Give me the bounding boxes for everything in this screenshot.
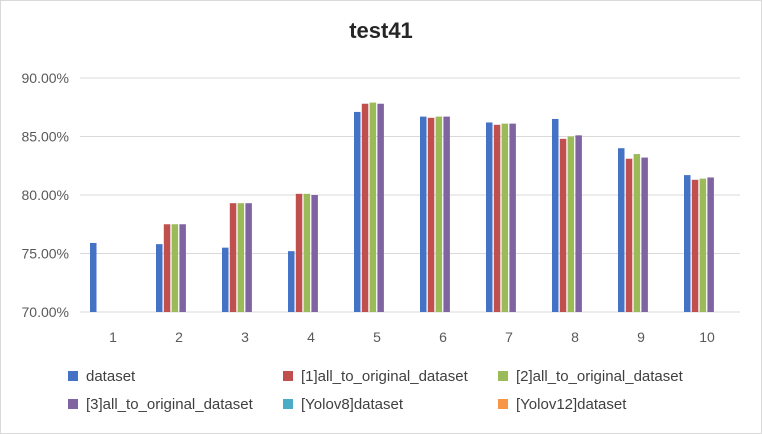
- bar-2-cat-5: [361, 103, 369, 313]
- bar-3-cat-3: [237, 203, 245, 312]
- bar-2-cat-4: [295, 193, 303, 312]
- bar-1-cat-1: [90, 242, 97, 312]
- bar-4-cat-9: [641, 157, 648, 312]
- y-tick-label: 85.00%: [22, 129, 69, 145]
- bar-2-cat-9: [625, 158, 633, 312]
- bar-1-cat-6: [420, 116, 427, 312]
- bar-1-cat-7: [486, 122, 493, 313]
- bar-4-cat-4: [311, 195, 318, 312]
- bar-4-cat-8: [575, 135, 582, 312]
- bar-2-cat-7: [493, 124, 501, 312]
- legend-label: [1]all_to_original_dataset: [301, 368, 469, 385]
- legend-label: [2]all_to_original_dataset: [516, 368, 684, 385]
- legend-swatch: [498, 399, 508, 409]
- legend-label: dataset: [86, 368, 136, 385]
- x-tick-label: 1: [109, 329, 117, 345]
- chart-title: test41: [349, 18, 413, 43]
- bar-2-cat-3: [229, 203, 237, 312]
- bar-1-cat-5: [354, 111, 361, 313]
- bar-3-cat-7: [501, 123, 509, 312]
- legend-swatch: [68, 399, 78, 409]
- bar-1-cat-8: [552, 118, 559, 312]
- x-tick-label: 3: [241, 329, 249, 345]
- bar-3-cat-9: [633, 154, 641, 312]
- bar-1-cat-4: [288, 251, 295, 312]
- bar-1-cat-9: [618, 148, 625, 312]
- bar-3-cat-5: [369, 102, 377, 312]
- bar-3-cat-4: [303, 193, 311, 312]
- x-tick-label: 10: [699, 329, 715, 345]
- legend-swatch: [283, 371, 293, 381]
- legend-swatch: [498, 371, 508, 381]
- legend-swatch: [68, 371, 78, 381]
- bar-2-cat-2: [163, 224, 171, 312]
- x-tick-label: 2: [175, 329, 183, 345]
- bar-3-cat-10: [699, 178, 707, 312]
- bar-3-cat-6: [435, 116, 443, 312]
- bar-2-cat-6: [427, 117, 435, 312]
- bar-1-cat-3: [222, 247, 229, 312]
- x-tick-label: 9: [637, 329, 645, 345]
- x-tick-label: 4: [307, 329, 315, 345]
- legend-swatch: [283, 399, 293, 409]
- y-tick-label: 70.00%: [22, 304, 69, 320]
- x-tick-label: 6: [439, 329, 447, 345]
- bar-4-cat-5: [377, 103, 384, 313]
- bar-1-cat-10: [684, 175, 691, 312]
- bar-2-cat-10: [691, 179, 699, 312]
- legend-label: [3]all_to_original_dataset: [86, 396, 254, 413]
- x-tick-label: 5: [373, 329, 381, 345]
- legend-label: [Yolov12]dataset: [516, 396, 627, 413]
- bar-4-cat-2: [179, 224, 186, 312]
- bar-3-cat-2: [171, 224, 179, 312]
- x-tick-label: 8: [571, 329, 579, 345]
- y-tick-label: 90.00%: [22, 70, 69, 86]
- bar-4-cat-6: [443, 116, 450, 312]
- bar-3-cat-8: [567, 136, 575, 312]
- bar-4-cat-10: [707, 177, 714, 312]
- x-tick-label: 7: [505, 329, 513, 345]
- y-tick-label: 75.00%: [22, 246, 69, 262]
- bar-4-cat-3: [245, 203, 252, 312]
- bar-4-cat-7: [509, 123, 516, 312]
- bar-2-cat-8: [559, 138, 567, 312]
- y-tick-label: 80.00%: [22, 187, 69, 203]
- bar-1-cat-2: [156, 244, 163, 312]
- legend-label: [Yolov8]dataset: [301, 396, 404, 413]
